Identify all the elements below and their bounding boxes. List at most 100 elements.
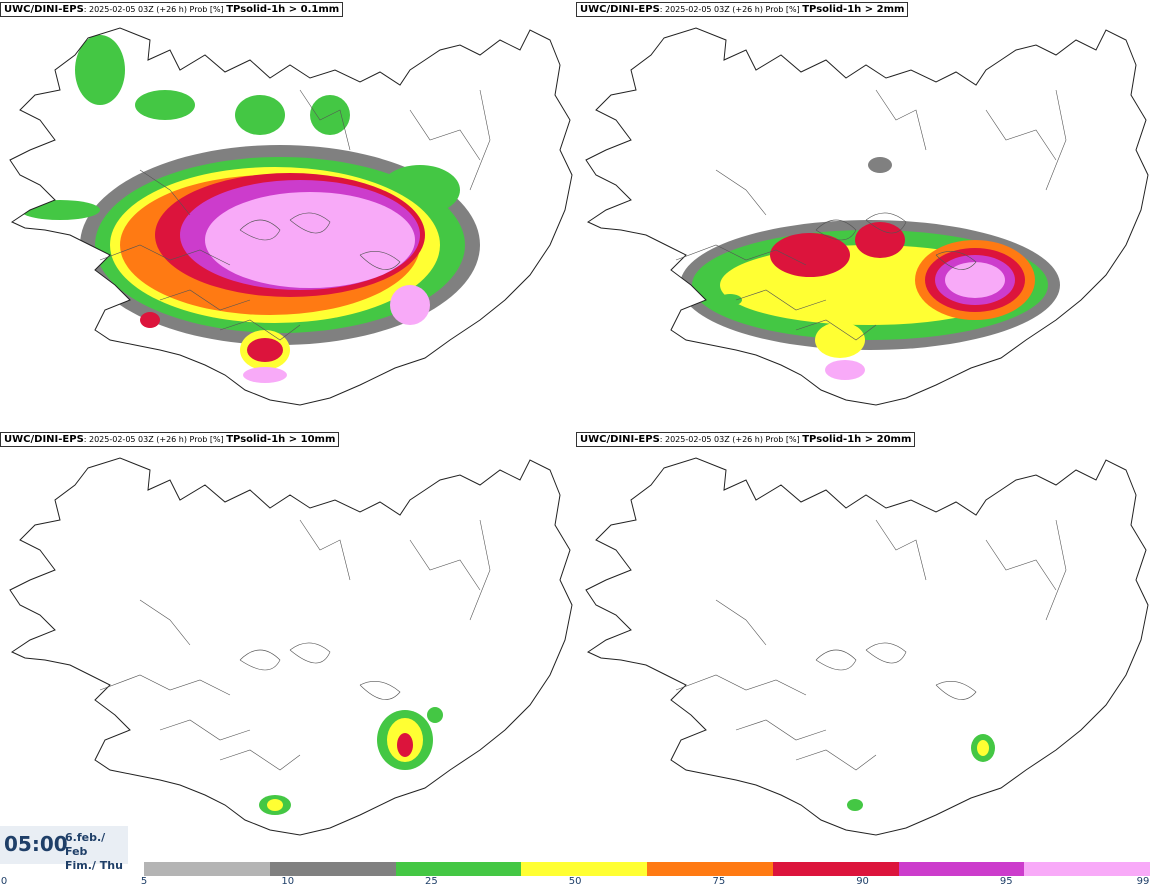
variable-threshold: TPsolid-1h > 10mm — [226, 434, 336, 445]
colorbar-segment — [395, 862, 522, 876]
valid-hour: 05:00 — [4, 832, 68, 856]
region-border — [239, 219, 281, 241]
region-border — [239, 649, 281, 671]
probability-area — [855, 222, 905, 258]
region-border — [219, 749, 301, 771]
variable-threshold: TPsolid-1h > 2mm — [802, 4, 905, 15]
region-border — [815, 219, 857, 241]
region-border — [795, 749, 877, 771]
probability-area — [267, 799, 283, 811]
probability-area — [135, 90, 195, 120]
region-border — [159, 719, 251, 741]
panel-title: UWC/DINI-EPS: 2025-02-05 03Z (+26 h) Pro… — [0, 432, 340, 447]
region-border — [985, 109, 1057, 161]
probability-area — [770, 233, 850, 277]
map-panel: UWC/DINI-EPS: 2025-02-05 03Z (+26 h) Pro… — [576, 0, 1150, 430]
region-border — [139, 599, 191, 646]
colorbar-segment — [521, 862, 647, 876]
probability-area — [868, 157, 892, 173]
region-border — [865, 642, 907, 664]
colorbar-segment — [1024, 862, 1150, 876]
valid-date: 6.feb./ Feb Fim./ Thu — [65, 831, 128, 873]
region-border — [409, 109, 481, 161]
region-border — [359, 680, 401, 700]
region-border — [735, 289, 827, 311]
colorbar-tick: 50 — [568, 876, 582, 887]
colorbar-segment — [144, 862, 270, 876]
run-info: : 2025-02-05 03Z (+26 h) Prob [%] — [83, 5, 227, 14]
colorbar-tick: 90 — [856, 876, 869, 887]
panel-title: UWC/DINI-EPS: 2025-02-05 03Z (+26 h) Pro… — [0, 2, 344, 17]
region-border — [99, 674, 231, 696]
colorbar-segment — [772, 862, 899, 876]
run-info: : 2025-02-05 03Z (+26 h) Prob [%] — [83, 435, 227, 444]
region-border — [865, 212, 907, 234]
region-border — [139, 169, 191, 216]
region-border — [875, 519, 927, 581]
probability-area — [427, 707, 443, 723]
region-border — [735, 719, 827, 741]
valid-time-box: 05:00 6.feb./ Feb Fim./ Thu — [0, 826, 128, 872]
coastline — [585, 457, 1149, 836]
iceland-map — [9, 27, 573, 406]
valid-date-line2: Fim./ Thu — [65, 859, 123, 872]
model-name: UWC/DINI-EPS — [4, 4, 84, 15]
region-border — [795, 319, 877, 341]
probability-area — [815, 322, 865, 358]
variable-threshold: TPsolid-1h > 0.1mm — [226, 4, 340, 15]
region-border — [715, 169, 767, 216]
valid-date-line1: 6.feb./ Feb — [65, 831, 106, 858]
region-border — [159, 289, 251, 311]
region-border — [99, 244, 231, 266]
probability-area — [847, 799, 863, 811]
region-border — [289, 642, 331, 664]
colorbar-tick: 10 — [281, 876, 295, 887]
probability-colorbar — [144, 862, 1150, 876]
map-panel: UWC/DINI-EPS: 2025-02-05 03Z (+26 h) Pro… — [0, 0, 575, 430]
region-border — [289, 212, 331, 234]
colorbar-segment — [269, 862, 396, 876]
model-name: UWC/DINI-EPS — [580, 434, 660, 445]
map-panel: UWC/DINI-EPS: 2025-02-05 03Z (+26 h) Pro… — [0, 430, 575, 860]
region-border — [299, 519, 351, 581]
region-border — [935, 250, 977, 270]
region-border — [675, 674, 807, 696]
region-border — [299, 89, 351, 151]
panel-title: UWC/DINI-EPS: 2025-02-05 03Z (+26 h) Pro… — [576, 432, 916, 447]
probability-area — [945, 262, 1005, 298]
probability-area — [718, 294, 742, 306]
colorbar-tick: 99 — [1136, 876, 1150, 887]
probability-area — [825, 360, 865, 380]
probability-area — [977, 740, 989, 756]
probability-area — [235, 95, 285, 135]
probability-area — [205, 192, 415, 288]
model-name: UWC/DINI-EPS — [4, 434, 84, 445]
probability-area — [243, 367, 287, 383]
colorbar-segment — [898, 862, 1025, 876]
region-border — [875, 89, 927, 151]
iceland-map — [9, 457, 573, 836]
probability-area — [390, 285, 430, 325]
region-border — [359, 250, 401, 270]
probability-area — [397, 733, 413, 757]
region-border — [985, 539, 1057, 591]
run-info: : 2025-02-05 03Z (+26 h) Prob [%] — [659, 5, 803, 14]
probability-area — [247, 338, 283, 362]
coastline — [585, 27, 1149, 406]
region-border — [1045, 89, 1067, 191]
region-border — [469, 519, 491, 621]
region-border — [675, 244, 807, 266]
map-panel: UWC/DINI-EPS: 2025-02-05 03Z (+26 h) Pro… — [576, 430, 1150, 860]
region-border — [1045, 519, 1067, 621]
model-name: UWC/DINI-EPS — [580, 4, 660, 15]
run-info: : 2025-02-05 03Z (+26 h) Prob [%] — [659, 435, 803, 444]
region-border — [935, 680, 977, 700]
colorbar-tick: 75 — [712, 876, 726, 887]
colorbar-segment — [647, 862, 773, 876]
region-border — [409, 539, 481, 591]
variable-threshold: TPsolid-1h > 20mm — [802, 434, 912, 445]
iceland-map — [585, 27, 1149, 406]
colorbar-tick: 25 — [425, 876, 438, 887]
coastline — [9, 27, 573, 406]
panel-title: UWC/DINI-EPS: 2025-02-05 03Z (+26 h) Pro… — [576, 2, 909, 17]
